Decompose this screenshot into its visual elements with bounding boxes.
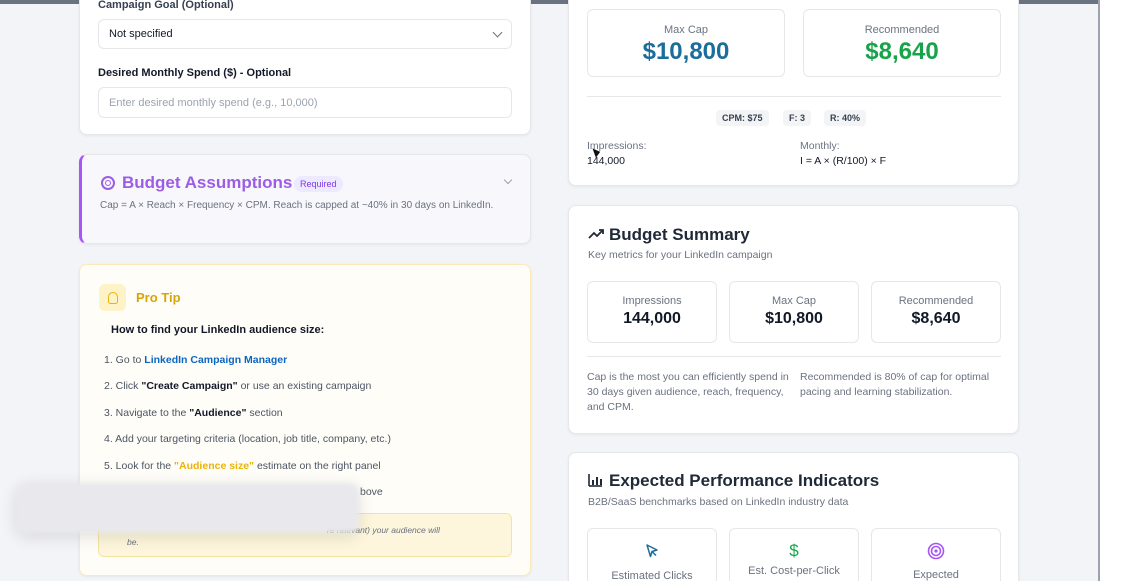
budget-assumptions-title: Budget Assumptions: [122, 173, 293, 192]
pro-tip-subtitle: How to find your LinkedIn audience size:: [111, 324, 325, 336]
campaign-manager-link[interactable]: LinkedIn Campaign Manager: [144, 354, 288, 366]
cursor-icon: [646, 544, 658, 558]
performance-subtitle: B2B/SaaS benchmarks based on LinkedIn in…: [588, 496, 849, 508]
tip-step-4: 4. Add your targeting criteria (location…: [104, 433, 391, 445]
summary-metric-value: $8,640: [911, 310, 961, 327]
dollar-icon: $: [789, 541, 799, 560]
recommended-value: $8,640: [865, 38, 939, 65]
summary-metric-value: 144,000: [623, 310, 681, 327]
tip-step-1: 1. Go to LinkedIn Campaign Manager: [104, 354, 287, 366]
budget-assumptions-card[interactable]: Budget Assumptions Required Cap = A × Re…: [79, 154, 531, 244]
budget-assumptions-description: Cap = A × Reach × Frequency × CPM. Reach…: [100, 200, 494, 211]
tip-step-3-text: 3. Navigate to the: [104, 407, 190, 419]
chevron-down-icon: [492, 27, 503, 37]
performance-indicators-card: Expected Performance Indicators B2B/SaaS…: [568, 452, 1019, 581]
pro-tip-note: re relevant) your audience will be.: [98, 513, 512, 557]
summary-metric-label: Impressions: [622, 295, 682, 307]
summary-impressions-box: Impressions 144,000: [587, 281, 717, 343]
tip-step-5-suffix: estimate on the right panel: [254, 460, 381, 472]
tip-step-5-text: 5. Look for the: [104, 460, 175, 472]
cpm-chip: CPM: $75: [716, 110, 769, 126]
target-icon: [927, 542, 945, 560]
viewport-edge: [1098, 0, 1100, 581]
cap-calculation-card: Max Cap $10,800 Recommended $8,640 CPM: …: [568, 0, 1019, 186]
chevron-down-icon[interactable]: [503, 175, 513, 185]
tip-step-3-bold: "Audience": [189, 407, 247, 419]
summary-max-cap-box: Max Cap $10,800: [729, 281, 859, 343]
window-top-border: [0, 0, 1100, 4]
budget-summary-card: Budget Summary Key metrics for your Link…: [568, 205, 1019, 434]
campaign-goal-value: Not specified: [109, 28, 173, 40]
summary-metric-value: $10,800: [765, 310, 823, 327]
required-badge: Required: [294, 176, 343, 192]
divider: [587, 356, 1001, 357]
monthly-spend-label: Desired Monthly Spend ($) - Optional: [98, 67, 292, 79]
window-gutter: [1100, 0, 1140, 581]
campaign-goal-label: Campaign Goal (Optional): [98, 0, 234, 11]
summary-recommended-box: Recommended $8,640: [871, 281, 1001, 343]
campaign-goal-select[interactable]: Not specified: [98, 19, 512, 49]
blurred-toast-notification[interactable]: [16, 483, 359, 533]
divider: [587, 96, 1001, 97]
recommended-label: Recommended: [864, 24, 940, 36]
monthly-spend-placeholder: Enter desired monthly spend (e.g., 10,00…: [109, 96, 318, 109]
impressions-label: Impressions:: [587, 140, 647, 152]
max-cap-box: Max Cap $10,800: [587, 9, 785, 77]
tip-step-2-suffix: or use an existing campaign: [237, 380, 372, 392]
performance-item-label: Estimated Clicks: [611, 570, 693, 581]
performance-item-label: Expected: [913, 569, 959, 581]
bar-chart-icon: [588, 474, 602, 487]
pro-tip-note-fragment: re relevant) your audience will: [327, 525, 440, 535]
tip-step-5: 5. Look for the "Audience size" estimate…: [104, 460, 381, 472]
monthly-label: Monthly:: [800, 140, 840, 152]
tip-step-2-bold: "Create Campaign": [141, 380, 238, 392]
cap-explanation: Cap is the most you can efficiently spen…: [587, 371, 789, 413]
monthly-spend-input[interactable]: Enter desired monthly spend (e.g., 10,00…: [98, 87, 512, 118]
trending-up-icon: [588, 229, 604, 239]
max-cap-value: $10,800: [642, 38, 730, 65]
budget-summary-subtitle: Key metrics for your LinkedIn campaign: [588, 249, 773, 261]
performance-item-label: Est. Cost-per-Click: [748, 565, 840, 577]
tip-step-5-highlight: "Audience size": [174, 460, 255, 472]
gear-icon: [101, 176, 115, 190]
estimated-clicks-box: Estimated Clicks: [587, 528, 717, 581]
lightbulb-icon: [99, 284, 126, 311]
impressions-value: 144,000: [587, 155, 625, 167]
frequency-chip: F: 3: [783, 110, 812, 126]
tip-step-2-text: 2. Click: [104, 380, 142, 392]
tip-step-6-fragment: bove: [360, 486, 383, 498]
pro-tip-note-text-2: be.: [127, 537, 139, 547]
tip-step-2: 2. Click "Create Campaign" or use an exi…: [104, 380, 371, 392]
summary-metric-label: Max Cap: [771, 295, 817, 307]
reach-chip: R: 40%: [824, 110, 867, 126]
performance-title: Expected Performance Indicators: [609, 471, 880, 490]
expected-box: Expected: [871, 528, 1001, 581]
campaign-settings-card: Campaign Goal (Optional) Not specified D…: [79, 0, 531, 135]
max-cap-label: Max Cap: [663, 24, 709, 36]
summary-metric-label: Recommended: [898, 295, 974, 307]
pro-tip-note-text: re relevant) your audience will: [327, 524, 507, 537]
budget-summary-title: Budget Summary: [609, 225, 750, 244]
tip-step-3: 3. Navigate to the "Audience" section: [104, 407, 283, 419]
monthly-formula: I = A × (R/100) × F: [800, 155, 887, 167]
tip-step-1-text: 1. Go to: [104, 354, 145, 366]
pro-tip-title: Pro Tip: [136, 290, 181, 305]
tip-step-3-suffix: section: [246, 407, 283, 419]
recommended-explanation: Recommended is 80% of cap for optimal pa…: [800, 371, 990, 398]
recommended-box: Recommended $8,640: [803, 9, 1001, 77]
cost-per-click-box: $ Est. Cost-per-Click: [729, 528, 859, 581]
